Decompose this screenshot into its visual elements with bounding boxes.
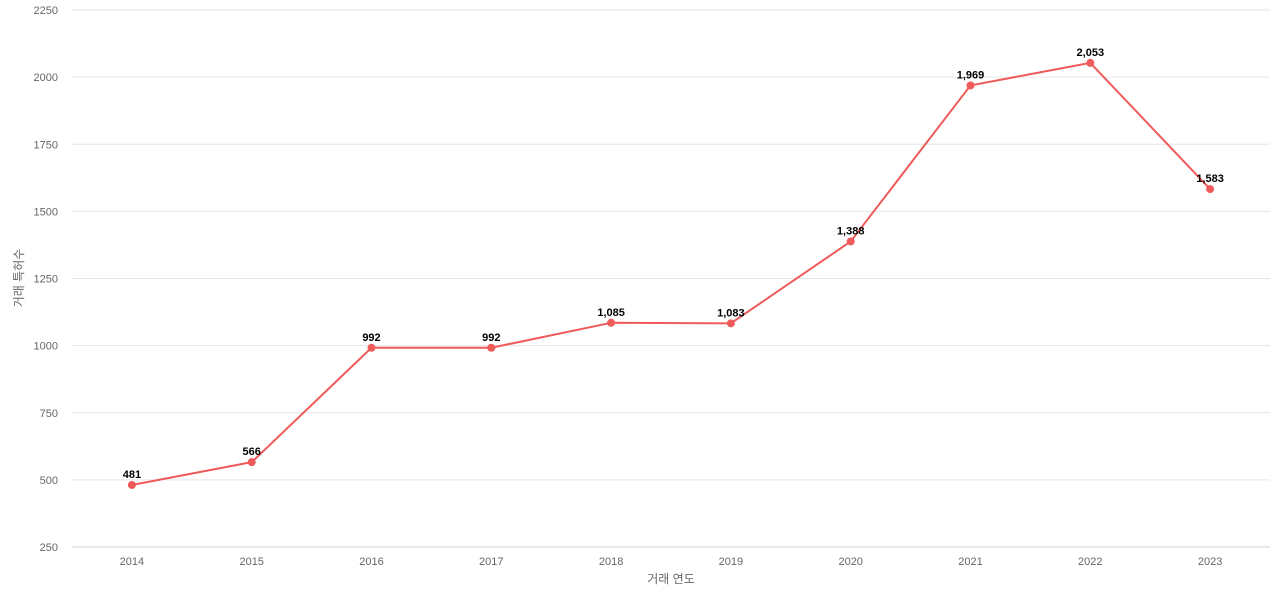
data-point[interactable] xyxy=(1206,185,1215,194)
y-tick-label: 2000 xyxy=(34,72,58,84)
data-point[interactable] xyxy=(1086,58,1095,67)
data-point[interactable] xyxy=(247,458,256,467)
x-tick-label: 2019 xyxy=(719,556,743,568)
x-tick-label: 2022 xyxy=(1078,556,1102,568)
data-label: 992 xyxy=(362,332,380,344)
data-point[interactable] xyxy=(966,81,975,90)
data-label: 1,085 xyxy=(597,307,625,319)
data-point[interactable] xyxy=(846,237,855,246)
data-point[interactable] xyxy=(726,319,735,328)
y-axis-title: 거래 특허수 xyxy=(12,249,26,308)
x-tick-label: 2023 xyxy=(1198,556,1222,568)
data-label: 2,053 xyxy=(1077,47,1105,59)
x-axis-title: 거래 연도 xyxy=(647,572,695,586)
series-line xyxy=(131,61,1211,486)
x-axis-ticks: 2014 2015 2016 2017 2018 2019 2020 2021 2022 2023 xyxy=(120,556,1223,568)
data-label: 481 xyxy=(123,469,141,481)
data-label: 992 xyxy=(482,332,500,344)
y-tick-label: 1500 xyxy=(34,206,58,218)
grid-layer xyxy=(72,9,1270,548)
x-tick-label: 2014 xyxy=(120,556,144,568)
data-point[interactable] xyxy=(127,480,136,489)
data-label: 1,388 xyxy=(837,225,865,237)
x-tick-label: 2017 xyxy=(479,556,503,568)
y-axis-ticks: 250 500 750 1000 1250 1500 1750 2000 2250 xyxy=(34,5,58,554)
data-point[interactable] xyxy=(367,343,376,352)
y-tick-label: 1250 xyxy=(34,274,58,286)
data-label: 1,969 xyxy=(957,69,985,81)
series-layer xyxy=(127,58,1215,489)
x-tick-label: 2016 xyxy=(359,556,383,568)
data-labels: 481 566 992 992 1,085 1,083 1,388 1,969 2,053 1,5… xyxy=(123,47,1224,481)
data-point[interactable] xyxy=(607,318,616,327)
x-tick-label: 2020 xyxy=(838,556,862,568)
y-tick-label: 1750 xyxy=(34,139,58,151)
data-label: 566 xyxy=(243,446,261,458)
y-tick-label: 1000 xyxy=(34,341,58,353)
y-tick-label: 750 xyxy=(40,408,58,420)
data-label: 1,583 xyxy=(1196,173,1224,185)
x-tick-label: 2015 xyxy=(239,556,263,568)
data-label: 1,083 xyxy=(717,307,745,319)
x-tick-label: 2018 xyxy=(599,556,623,568)
y-tick-label: 250 xyxy=(40,542,58,554)
y-tick-label: 500 xyxy=(40,475,58,487)
data-point[interactable] xyxy=(487,343,496,352)
y-tick-label: 2250 xyxy=(34,5,58,17)
x-tick-label: 2021 xyxy=(958,556,982,568)
